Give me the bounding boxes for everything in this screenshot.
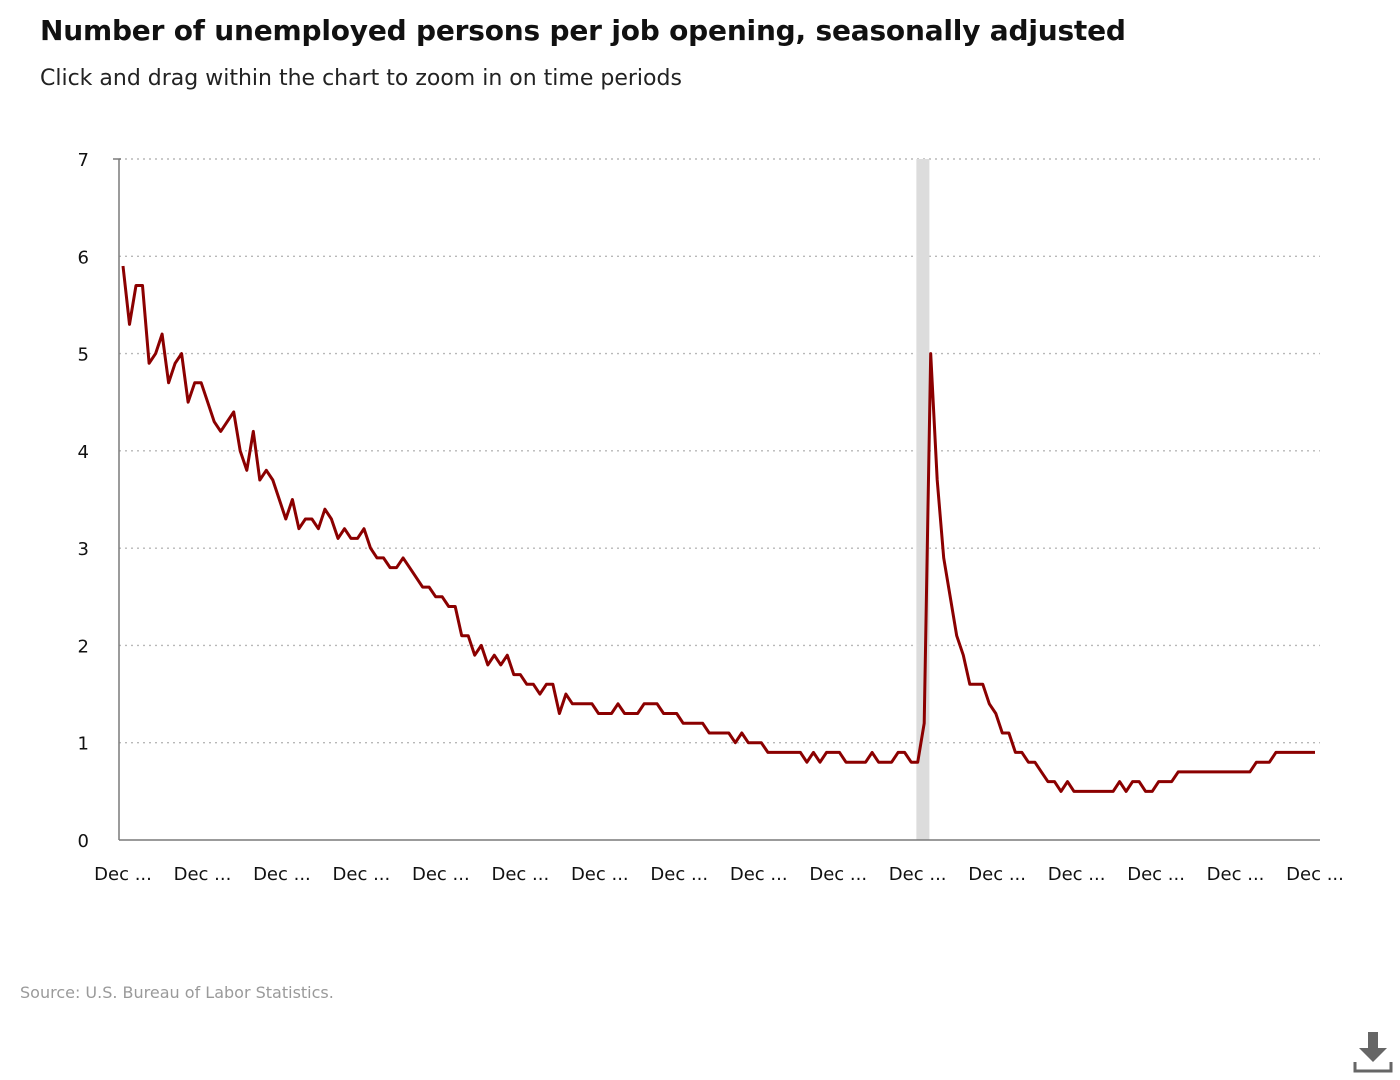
x-tick-label: Dec ... [809,864,867,885]
y-axis-tick-labels: 0 1 2 3 4 5 6 7 [78,150,89,852]
x-tick-label: Dec ... [253,864,311,885]
axes [113,158,1320,841]
y-tick-label: 7 [78,150,89,171]
x-tick-label: Dec ... [174,864,232,885]
x-tick-label: Dec ... [333,864,391,885]
x-axis-tick-labels: Dec ... Dec ... Dec ... Dec ... Dec ... Dec .… [94,864,1344,885]
y-tick-label: 6 [78,247,89,268]
x-tick-label: Dec ... [94,864,152,885]
download-icon [1353,1032,1393,1073]
y-tick-label: 0 [78,831,89,852]
chart-title: Number of unemployed persons per job ope… [40,14,1126,47]
x-tick-label: Dec ... [650,864,708,885]
source-note: Source: U.S. Bureau of Labor Statistics. [20,983,334,1002]
series-line[interactable] [121,265,1315,793]
x-tick-label: Dec ... [1207,864,1265,885]
x-tick-label: Dec ... [889,864,947,885]
download-button[interactable] [1352,1030,1394,1074]
x-tick-label: Dec ... [1048,864,1106,885]
x-tick-label: Dec ... [571,864,629,885]
y-tick-label: 2 [78,636,89,657]
x-tick-label: Dec ... [1286,864,1344,885]
x-tick-label: Dec ... [968,864,1026,885]
chart-subtitle: Click and drag within the chart to zoom … [40,66,682,91]
y-tick-label: 5 [78,345,89,366]
y-tick-label: 3 [78,539,89,560]
series-line-layer [121,265,1315,793]
y-tick-label: 4 [78,442,89,463]
x-tick-label: Dec ... [1127,864,1185,885]
x-tick-label: Dec ... [730,864,788,885]
gridlines [119,158,1320,744]
y-tick-label: 1 [78,734,89,755]
x-tick-label: Dec ... [491,864,549,885]
x-tick-label: Dec ... [412,864,470,885]
